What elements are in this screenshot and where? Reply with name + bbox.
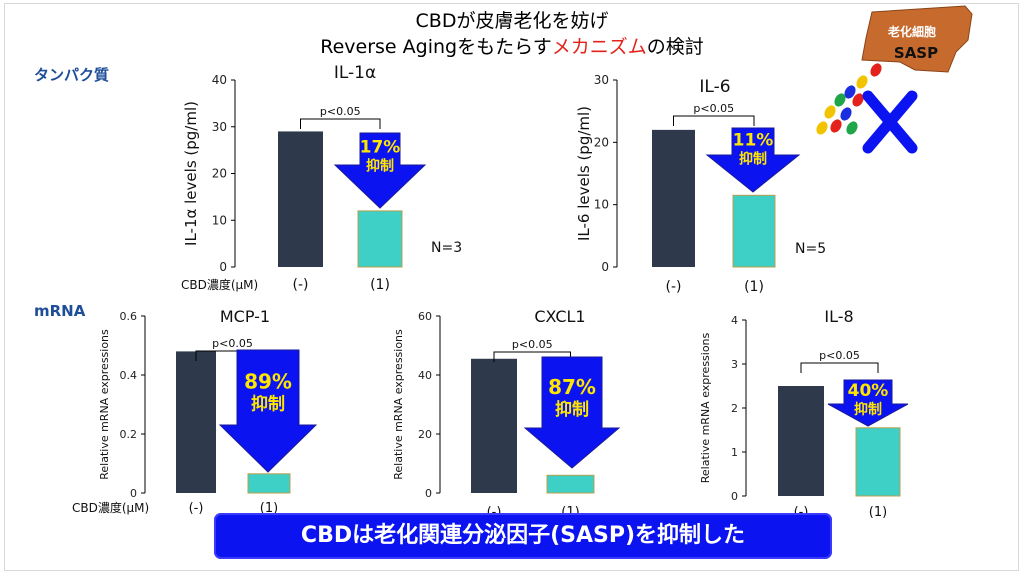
sasp-icon-label2: SASP — [894, 44, 938, 62]
bar-cbd — [546, 474, 595, 494]
category-label: (1) — [370, 277, 390, 293]
y-tick-label: 30 — [212, 120, 227, 134]
section-label-mrna: mRNA — [34, 302, 86, 320]
significance-bracket — [800, 362, 879, 373]
y-tick-label: 20 — [212, 167, 227, 181]
section-label-protein: タンパク質 — [34, 66, 110, 84]
y-tick-label: 10 — [594, 198, 609, 212]
y-axis-label: IL-1α levels (pg/ml) — [182, 101, 200, 246]
y-tick-label: 40 — [212, 73, 227, 87]
title-highlight: メカニズム — [551, 36, 647, 58]
reduction-arrow — [523, 356, 621, 469]
significance-label: p<0.05 — [693, 102, 734, 115]
significance-label: p<0.05 — [819, 349, 860, 362]
bar-cbd — [855, 427, 901, 497]
y-tick-label: 60 — [418, 310, 432, 323]
y-tick-label: 20 — [594, 135, 609, 149]
reduction-percent: 89% — [244, 370, 292, 394]
chart-title: MCP-1 — [220, 307, 270, 326]
bar-cbd — [357, 210, 403, 268]
reduction-arrow — [827, 379, 909, 427]
significance-label: p<0.05 — [212, 337, 253, 350]
reduction-label: 抑制 — [251, 394, 285, 415]
reduction-arrow — [218, 349, 318, 473]
slide-title-line2: Reverse Agingをもたらすメカニズムの検討 — [0, 32, 1024, 59]
y-tick-label: 10 — [212, 213, 227, 227]
reduction-percent: 87% — [548, 375, 596, 399]
sample-size-label: N=5 — [795, 241, 826, 257]
category-label: (1) — [260, 501, 278, 516]
y-tick-label: 0 — [130, 487, 137, 500]
significance-bracket — [300, 118, 381, 129]
significance-label: p<0.05 — [512, 338, 553, 351]
sasp-icon: 老化細胞 SASP — [816, 5, 973, 154]
y-tick-label: 0 — [731, 490, 738, 503]
bar-control — [471, 358, 517, 493]
bar-cbd — [732, 194, 776, 268]
x-axis-label: CBD濃度(μM) — [72, 500, 149, 515]
y-tick-label: 1 — [731, 446, 738, 459]
y-tick-label: 0.4 — [120, 369, 138, 382]
reduction-label: 抑制 — [555, 399, 589, 420]
y-tick-label: 2 — [731, 402, 738, 415]
chart-title: CXCL1 — [534, 307, 585, 326]
chart-title: IL-8 — [824, 307, 853, 326]
y-tick-label: 3 — [731, 358, 738, 371]
category-label: (1) — [744, 279, 764, 295]
reduction-arrow — [705, 127, 801, 193]
category-label: (-) — [293, 277, 309, 293]
chart-2: 0 10 20 30 IL-6 levels (pg/ml) IL-6 (-) (1) p<0.… — [575, 73, 826, 295]
bar-control — [176, 351, 216, 493]
y-tick-label: 0 — [219, 260, 227, 274]
reduction-percent: 11% — [733, 130, 774, 150]
slide-title-line1: CBDが皮膚老化を妨げ — [415, 10, 609, 32]
category-label: (-) — [666, 279, 682, 295]
y-axis-label: IL-6 levels (pg/ml) — [575, 106, 593, 241]
conclusion-banner: CBDは老化関連分泌因子(SASP)を抑制した — [214, 513, 832, 559]
slide-border — [4, 3, 1019, 571]
bar-control — [652, 129, 695, 267]
sample-size-label: N=3 — [431, 240, 462, 256]
y-tick-label: 0 — [425, 487, 432, 500]
y-tick-label: 0 — [601, 260, 609, 274]
y-axis-label: Relative mRNA expressions — [392, 329, 405, 480]
y-tick-label: 30 — [594, 73, 609, 87]
y-tick-label: 4 — [731, 314, 738, 327]
x-axis-label: CBD濃度(μM) — [181, 277, 258, 292]
chart-3: 0 0.2 0.4 0.6 Relative mRNA expressions MCP-1… — [72, 307, 318, 516]
y-tick-label: 0.6 — [120, 310, 138, 323]
chart-1: 0 10 20 30 40 IL-1α levels (pg/ml) IL-1α (-) (1)… — [181, 63, 462, 293]
block-x-icon — [862, 90, 918, 154]
y-axis-label: Relative mRNA expressions — [699, 332, 712, 483]
reduction-label: 抑制 — [854, 401, 882, 418]
significance-label: p<0.05 — [320, 105, 361, 118]
title-suffix: の検討 — [646, 36, 704, 58]
category-label: (1) — [869, 505, 887, 520]
bar-cbd — [247, 473, 291, 494]
reduction-label: 抑制 — [366, 157, 394, 174]
y-axis-label: Relative mRNA expressions — [98, 329, 111, 480]
significance-bracket — [673, 115, 755, 126]
y-tick-label: 0.2 — [120, 428, 138, 441]
chart-title: IL-1α — [334, 63, 376, 83]
y-tick-label: 20 — [418, 428, 432, 441]
reduction-label: 抑制 — [739, 150, 767, 167]
reduction-arrow — [333, 132, 427, 209]
title-prefix: Reverse Agingをもたらす — [320, 36, 552, 58]
reduction-percent: 17% — [360, 137, 401, 157]
bar-control — [278, 131, 323, 267]
category-label: (-) — [189, 501, 204, 516]
y-tick-label: 40 — [418, 369, 432, 382]
reduction-percent: 40% — [848, 381, 889, 401]
sasp-icon-label1: 老化細胞 — [888, 24, 936, 39]
bar-control — [778, 386, 824, 496]
chart-title: IL-6 — [699, 77, 730, 97]
